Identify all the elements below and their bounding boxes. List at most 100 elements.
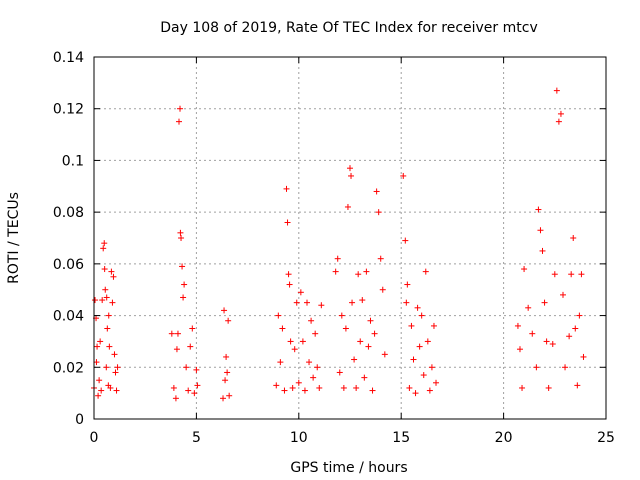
- data-point: [223, 353, 230, 360]
- data-point: [284, 219, 291, 226]
- data-point: [410, 356, 417, 363]
- data-point: [108, 268, 115, 275]
- data-point: [189, 325, 196, 332]
- data-point: [291, 346, 298, 353]
- data-point: [422, 268, 429, 275]
- data-point: [574, 382, 581, 389]
- data-point: [297, 289, 304, 296]
- data-point: [426, 387, 433, 394]
- data-point: [533, 364, 540, 371]
- data-point: [308, 317, 315, 324]
- data-point: [181, 281, 188, 288]
- data-point: [102, 286, 109, 293]
- data-point: [295, 379, 302, 386]
- data-point: [332, 268, 339, 275]
- data-point: [580, 353, 587, 360]
- data-point: [361, 374, 368, 381]
- data-point: [379, 286, 386, 293]
- data-point: [114, 364, 121, 371]
- data-point: [566, 333, 573, 340]
- data-point: [537, 227, 544, 234]
- data-point: [578, 271, 585, 278]
- data-point: [340, 384, 347, 391]
- data-point: [576, 312, 583, 319]
- data-point: [170, 384, 177, 391]
- data-point: [562, 364, 569, 371]
- x-tick-label: 10: [290, 430, 308, 446]
- data-point: [101, 266, 108, 273]
- data-point: [173, 346, 180, 353]
- data-point: [224, 369, 231, 376]
- data-point: [369, 387, 376, 394]
- data-point: [549, 341, 556, 348]
- data-point: [553, 87, 560, 94]
- y-tick-label: 0.08: [53, 205, 84, 221]
- data-point: [557, 110, 564, 117]
- data-point: [363, 268, 370, 275]
- data-point: [381, 351, 388, 358]
- data-point: [359, 297, 366, 304]
- data-point: [187, 343, 194, 350]
- data-point: [175, 118, 182, 125]
- data-point: [279, 325, 286, 332]
- data-point: [373, 188, 380, 195]
- data-point: [338, 312, 345, 319]
- data-point: [371, 330, 378, 337]
- y-tick-label: 0.02: [53, 360, 84, 376]
- data-point: [226, 392, 233, 399]
- data-point: [347, 165, 353, 172]
- data-point: [287, 338, 294, 345]
- x-tick-label: 15: [392, 430, 410, 446]
- data-point: [318, 302, 325, 309]
- data-point: [179, 263, 186, 270]
- data-point: [539, 247, 546, 254]
- x-tick-label: 20: [495, 430, 513, 446]
- x-tick-label: 5: [192, 430, 201, 446]
- plot-frame: [93, 56, 607, 420]
- data-point: [402, 237, 409, 244]
- data-point: [113, 387, 120, 394]
- data-point: [107, 384, 114, 391]
- data-point: [541, 299, 548, 306]
- data-point: [342, 325, 349, 332]
- data-point: [277, 359, 284, 366]
- data-point: [535, 206, 542, 213]
- data-point: [365, 343, 372, 350]
- data-point: [168, 330, 175, 337]
- data-point: [96, 377, 103, 384]
- data-point: [348, 172, 355, 179]
- data-point: [568, 271, 575, 278]
- data-point: [273, 382, 280, 389]
- data-point: [570, 235, 577, 241]
- data-point: [414, 304, 421, 311]
- data-point: [316, 384, 323, 391]
- data-point: [521, 266, 528, 273]
- y-tick-label: 0: [75, 412, 84, 428]
- y-tick-label: 0.12: [53, 102, 84, 118]
- data-point: [424, 338, 431, 345]
- data-point: [351, 356, 358, 363]
- data-point: [416, 343, 423, 350]
- data-point: [289, 384, 296, 391]
- data-point: [94, 343, 101, 350]
- data-point: [178, 235, 185, 241]
- data-point: [433, 379, 440, 386]
- data-point: [103, 364, 110, 371]
- data-point: [349, 299, 356, 306]
- x-axis-label: GPS time / hours: [290, 460, 407, 476]
- data-point: [177, 105, 184, 112]
- data-point: [103, 294, 110, 301]
- data-point: [357, 338, 364, 345]
- data-point: [222, 377, 229, 384]
- data-point: [104, 325, 111, 332]
- data-point: [281, 387, 288, 394]
- data-point: [375, 209, 382, 216]
- axis-ticks: 0 0.02 0.04 0.06 0.08 0.1 0.12 0.14 0 5 10 15 20 25: [53, 50, 615, 446]
- y-tick-label: 0.14: [53, 50, 84, 66]
- y-tick-label: 0.1: [62, 153, 84, 169]
- data-point: [299, 338, 306, 345]
- data-point: [174, 330, 181, 337]
- data-point: [543, 338, 550, 345]
- y-tick-label: 0.06: [53, 257, 84, 273]
